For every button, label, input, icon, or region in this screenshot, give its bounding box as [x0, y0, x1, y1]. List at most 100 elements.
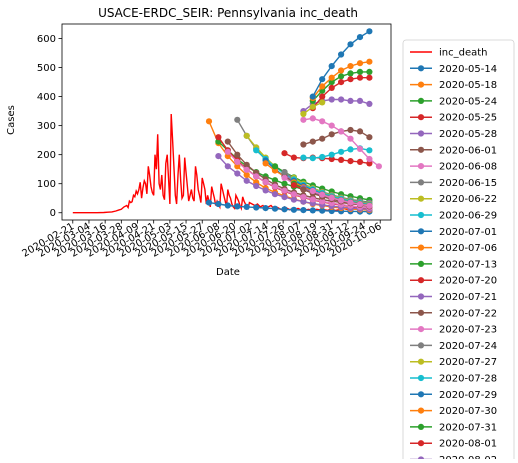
legend-entry: 2020-06-01: [410, 145, 497, 156]
data-point: [271, 163, 279, 170]
legend-label: 2020-07-23: [439, 325, 497, 336]
legend-label: 2020-07-06: [439, 243, 497, 254]
legend-entry: 2020-07-22: [410, 308, 497, 319]
y-tick-label: 100: [37, 179, 56, 190]
data-point: [338, 96, 345, 103]
data-point: [347, 97, 354, 104]
data-point: [366, 74, 373, 81]
data-point: [309, 207, 316, 214]
data-point: [300, 194, 307, 201]
data-point: [338, 128, 345, 135]
data-point: [319, 198, 326, 205]
data-point: [243, 177, 250, 184]
data-point: [234, 116, 241, 123]
data-point: [347, 41, 354, 48]
data-point: [300, 198, 307, 205]
data-point: [356, 68, 364, 75]
series-2020-05-14: [205, 199, 373, 215]
legend-marker: [417, 228, 425, 235]
legend-box: [402, 39, 515, 463]
data-point: [338, 79, 345, 86]
data-point: [328, 79, 335, 86]
y-axis-label: Cases: [6, 105, 17, 135]
data-point: [347, 158, 354, 165]
data-point: [300, 207, 307, 214]
series-2020-08-10: [300, 115, 382, 170]
legend-label: 2020-07-22: [439, 308, 497, 319]
data-point: [328, 96, 335, 103]
legend-entry: 2020-07-01: [410, 227, 497, 238]
data-point: [309, 196, 316, 203]
legend-marker: [417, 358, 425, 365]
data-point: [356, 201, 364, 208]
legend: inc_death 2020-05-14 2020-05-18 2020-05-24 2…: [402, 39, 515, 463]
data-point: [309, 155, 316, 162]
data-point: [366, 68, 373, 75]
legend-marker: [417, 81, 425, 88]
data-point: [338, 67, 345, 74]
data-point: [356, 128, 364, 135]
series-2020-08-01: [309, 74, 373, 112]
legend-entry: 2020-07-24: [410, 341, 497, 352]
legend-entry: 2020-06-08: [410, 162, 497, 173]
data-point: [281, 150, 288, 157]
legend-marker: [417, 407, 425, 414]
legend-label: 2020-06-29: [439, 211, 497, 222]
data-point: [328, 151, 335, 158]
legend-marker: [417, 423, 425, 430]
data-point: [328, 194, 335, 201]
legend-label: 2020-05-24: [439, 96, 497, 107]
legend-entry: 2020-06-22: [410, 194, 497, 205]
legend-entry: 2020-05-24: [410, 96, 497, 107]
data-point: [234, 151, 241, 158]
legend-entry: 2020-07-21: [410, 292, 497, 303]
data-point: [234, 170, 241, 177]
data-point: [215, 134, 222, 141]
data-point: [215, 153, 222, 160]
data-point: [338, 197, 345, 204]
data-point: [234, 158, 241, 165]
data-point: [375, 163, 382, 170]
legend-entry: 2020-08-01: [410, 439, 497, 450]
legend-label: 2020-05-25: [439, 113, 497, 124]
data-point: [319, 135, 326, 142]
series-2020-07-20: [281, 150, 373, 167]
legend-marker: [417, 391, 425, 398]
legend-label: 2020-07-29: [439, 390, 497, 401]
data-point: [234, 203, 241, 210]
data-point: [243, 171, 250, 179]
legend-marker: [417, 342, 425, 349]
data-point: [356, 158, 364, 165]
plot-area: [72, 28, 382, 215]
data-point: [262, 178, 269, 186]
legend-entry: 2020-07-23: [410, 325, 497, 336]
data-point: [347, 63, 354, 70]
data-point: [347, 146, 354, 153]
data-point: [338, 51, 345, 58]
legend-marker: [417, 114, 425, 121]
data-point: [243, 203, 250, 210]
data-point: [309, 138, 316, 145]
data-point: [319, 83, 326, 90]
legend-marker: [417, 163, 425, 170]
data-point: [253, 204, 260, 211]
y-tick-label: 0: [50, 208, 56, 219]
data-point: [309, 93, 316, 100]
data-point: [234, 163, 241, 170]
data-point: [215, 200, 222, 208]
legend-marker: [417, 211, 425, 219]
data-point: [366, 147, 373, 154]
data-point: [366, 202, 373, 209]
legend-entry: 2020-07-13: [410, 259, 497, 270]
data-point: [319, 99, 326, 106]
data-point: [300, 154, 307, 161]
data-point: [290, 196, 297, 203]
y-tick-label: 200: [37, 150, 56, 161]
data-point: [366, 160, 373, 167]
legend-marker: [417, 260, 425, 267]
legend-label: 2020-06-01: [439, 145, 497, 156]
data-point: [253, 147, 260, 154]
legend-marker: [417, 374, 425, 382]
series-2020-07-27: [300, 99, 326, 118]
